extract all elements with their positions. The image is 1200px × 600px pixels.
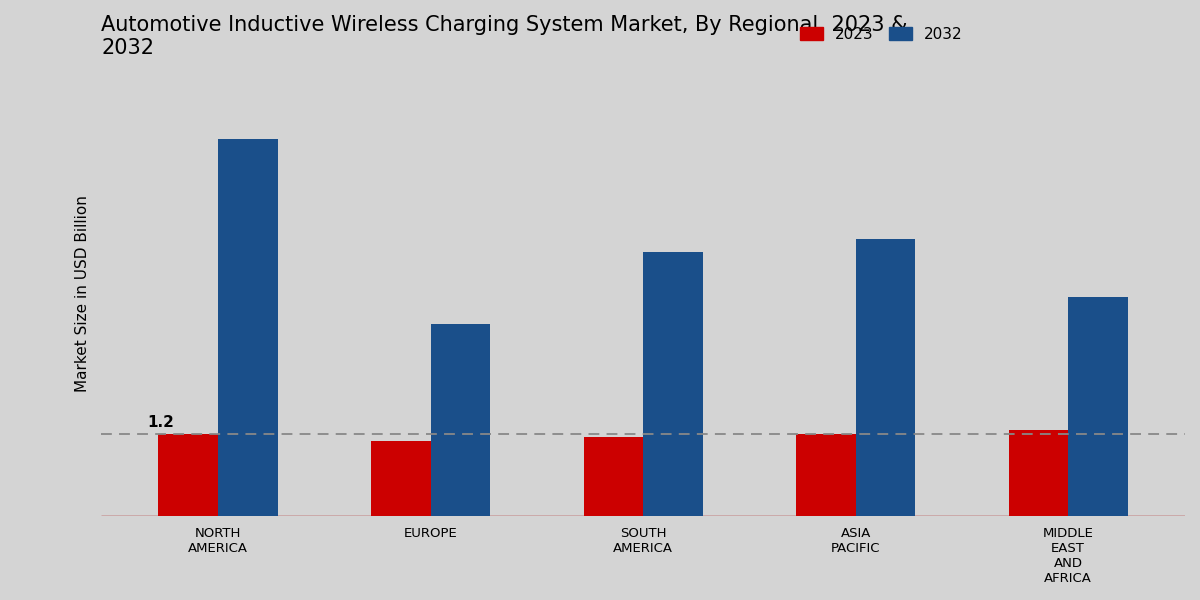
Bar: [1009, 430, 1068, 516]
Bar: [158, 434, 218, 516]
Y-axis label: Market Size in USD Billion: Market Size in USD Billion: [74, 195, 90, 392]
Bar: [371, 440, 431, 516]
Bar: [796, 434, 856, 516]
Text: 1.2: 1.2: [148, 415, 174, 430]
Bar: [218, 139, 277, 516]
Bar: [856, 239, 916, 516]
Text: Automotive Inductive Wireless Charging System Market, By Regional, 2023 &
2032: Automotive Inductive Wireless Charging S…: [101, 15, 907, 58]
Bar: [431, 324, 490, 516]
Bar: [643, 252, 702, 516]
Legend: 2023, 2032: 2023, 2032: [794, 20, 970, 48]
Bar: [1068, 297, 1128, 516]
Bar: [583, 437, 643, 516]
